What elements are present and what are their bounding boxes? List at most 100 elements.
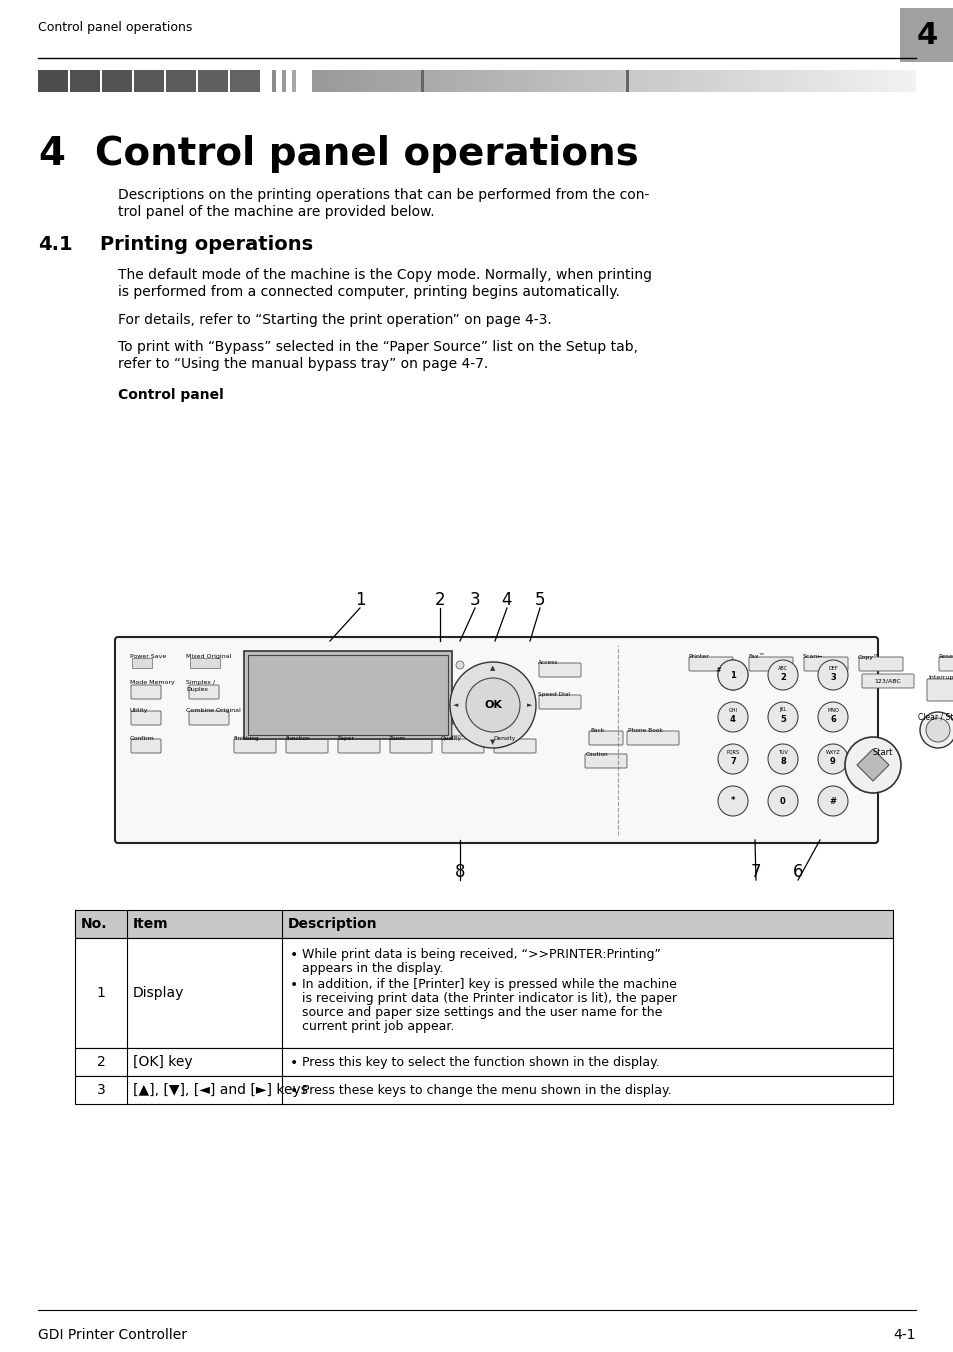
Text: Mixed Original: Mixed Original: [186, 654, 231, 658]
Text: 123/ABC: 123/ABC: [874, 679, 901, 684]
Circle shape: [718, 786, 747, 817]
Text: Quality: Quality: [440, 735, 461, 741]
FancyBboxPatch shape: [390, 740, 432, 753]
Text: 7: 7: [750, 863, 760, 882]
FancyBboxPatch shape: [286, 740, 328, 753]
Text: 1: 1: [729, 671, 735, 680]
Text: 8: 8: [455, 863, 465, 882]
Text: Control panel: Control panel: [118, 388, 224, 402]
Text: GDI Printer Controller: GDI Printer Controller: [38, 1328, 187, 1343]
Text: Press these keys to change the menu shown in the display.: Press these keys to change the menu show…: [302, 1084, 671, 1096]
Text: 0: 0: [780, 796, 785, 806]
Circle shape: [925, 718, 949, 742]
FancyBboxPatch shape: [926, 679, 953, 700]
Text: MNO: MNO: [826, 707, 838, 713]
Text: Combine Original: Combine Original: [186, 708, 240, 713]
FancyBboxPatch shape: [189, 685, 219, 699]
Text: 2: 2: [435, 591, 445, 608]
FancyBboxPatch shape: [131, 685, 161, 699]
FancyBboxPatch shape: [131, 711, 161, 725]
Circle shape: [919, 713, 953, 748]
Text: Utility: Utility: [130, 708, 149, 713]
Text: refer to “Using the manual bypass tray” on page 4-7.: refer to “Using the manual bypass tray” …: [118, 357, 488, 370]
Text: The default mode of the machine is the Copy mode. Normally, when printing: The default mode of the machine is the C…: [118, 268, 651, 283]
Text: For details, refer to “Starting the print operation” on page 4-3.: For details, refer to “Starting the prin…: [118, 314, 551, 327]
Circle shape: [450, 662, 536, 748]
Text: JKL: JKL: [779, 707, 786, 713]
Bar: [75, 1048, 892, 1076]
Text: 6: 6: [829, 714, 835, 723]
Circle shape: [767, 660, 797, 690]
Circle shape: [767, 786, 797, 817]
Bar: [420, 70, 423, 92]
FancyBboxPatch shape: [626, 731, 679, 745]
Text: •: •: [290, 1084, 298, 1098]
Bar: [625, 70, 628, 92]
FancyBboxPatch shape: [938, 657, 953, 671]
Text: Duplex: Duplex: [186, 687, 208, 692]
FancyBboxPatch shape: [337, 740, 379, 753]
FancyBboxPatch shape: [858, 657, 902, 671]
Text: •: •: [290, 1056, 298, 1069]
Text: source and paper size settings and the user name for the: source and paper size settings and the u…: [302, 1006, 661, 1019]
Text: trol panel of the machine are provided below.: trol panel of the machine are provided b…: [118, 206, 435, 219]
Text: PQRS: PQRS: [725, 749, 739, 754]
Circle shape: [718, 660, 747, 690]
Text: Fax™: Fax™: [747, 654, 764, 658]
Bar: [166, 70, 195, 92]
Bar: [132, 658, 152, 668]
Text: 4: 4: [501, 591, 512, 608]
FancyBboxPatch shape: [131, 740, 161, 753]
Text: ▼: ▼: [490, 740, 496, 745]
Text: Descriptions on the printing operations that can be performed from the con-: Descriptions on the printing operations …: [118, 188, 649, 201]
Text: #: #: [715, 667, 720, 673]
FancyBboxPatch shape: [233, 740, 275, 753]
Text: TUV: TUV: [778, 749, 787, 754]
FancyBboxPatch shape: [452, 725, 474, 735]
FancyBboxPatch shape: [538, 662, 580, 677]
Text: 6: 6: [792, 863, 802, 882]
Text: 5: 5: [780, 714, 785, 723]
FancyBboxPatch shape: [538, 695, 580, 708]
FancyBboxPatch shape: [803, 657, 847, 671]
FancyBboxPatch shape: [748, 657, 792, 671]
Text: Phone Book: Phone Book: [627, 727, 662, 733]
Circle shape: [767, 744, 797, 773]
Text: 4-1: 4-1: [893, 1328, 915, 1343]
Text: ◄: ◄: [453, 702, 458, 708]
Bar: [75, 910, 892, 938]
Text: Interrupt: Interrupt: [927, 675, 953, 680]
Text: 2: 2: [96, 1055, 105, 1069]
Text: appears in the display.: appears in the display.: [302, 963, 443, 975]
Circle shape: [767, 702, 797, 731]
Text: Finishing: Finishing: [233, 735, 258, 741]
Text: [OK] key: [OK] key: [132, 1055, 193, 1069]
Text: While print data is being received, “>>PRINTER:Printing”: While print data is being received, “>>P…: [302, 948, 660, 961]
Text: Control panel operations: Control panel operations: [38, 22, 193, 35]
Text: 5: 5: [535, 591, 545, 608]
Bar: [190, 658, 220, 668]
FancyBboxPatch shape: [189, 711, 229, 725]
Text: Start: Start: [872, 748, 892, 757]
Circle shape: [817, 744, 847, 773]
Text: Function: Function: [285, 735, 310, 741]
FancyBboxPatch shape: [588, 731, 622, 745]
Text: OK: OK: [483, 700, 501, 710]
Text: GHI: GHI: [728, 707, 737, 713]
FancyBboxPatch shape: [862, 675, 913, 688]
Text: Printer: Printer: [687, 654, 708, 658]
Text: No.: No.: [81, 917, 108, 932]
Bar: [102, 70, 132, 92]
Bar: [899, 8, 953, 62]
Text: Press this key to select the function shown in the display.: Press this key to select the function sh…: [302, 1056, 659, 1069]
Text: 8: 8: [780, 757, 785, 765]
Text: Zoom: Zoom: [389, 735, 406, 741]
Text: 4: 4: [38, 135, 65, 173]
Text: Access: Access: [537, 660, 558, 665]
Text: Density: Density: [493, 735, 515, 741]
Text: Copy™: Copy™: [857, 654, 880, 660]
Circle shape: [817, 702, 847, 731]
Text: Scan←: Scan←: [802, 654, 822, 658]
Text: 1: 1: [96, 986, 106, 1000]
Text: 4: 4: [916, 20, 937, 50]
